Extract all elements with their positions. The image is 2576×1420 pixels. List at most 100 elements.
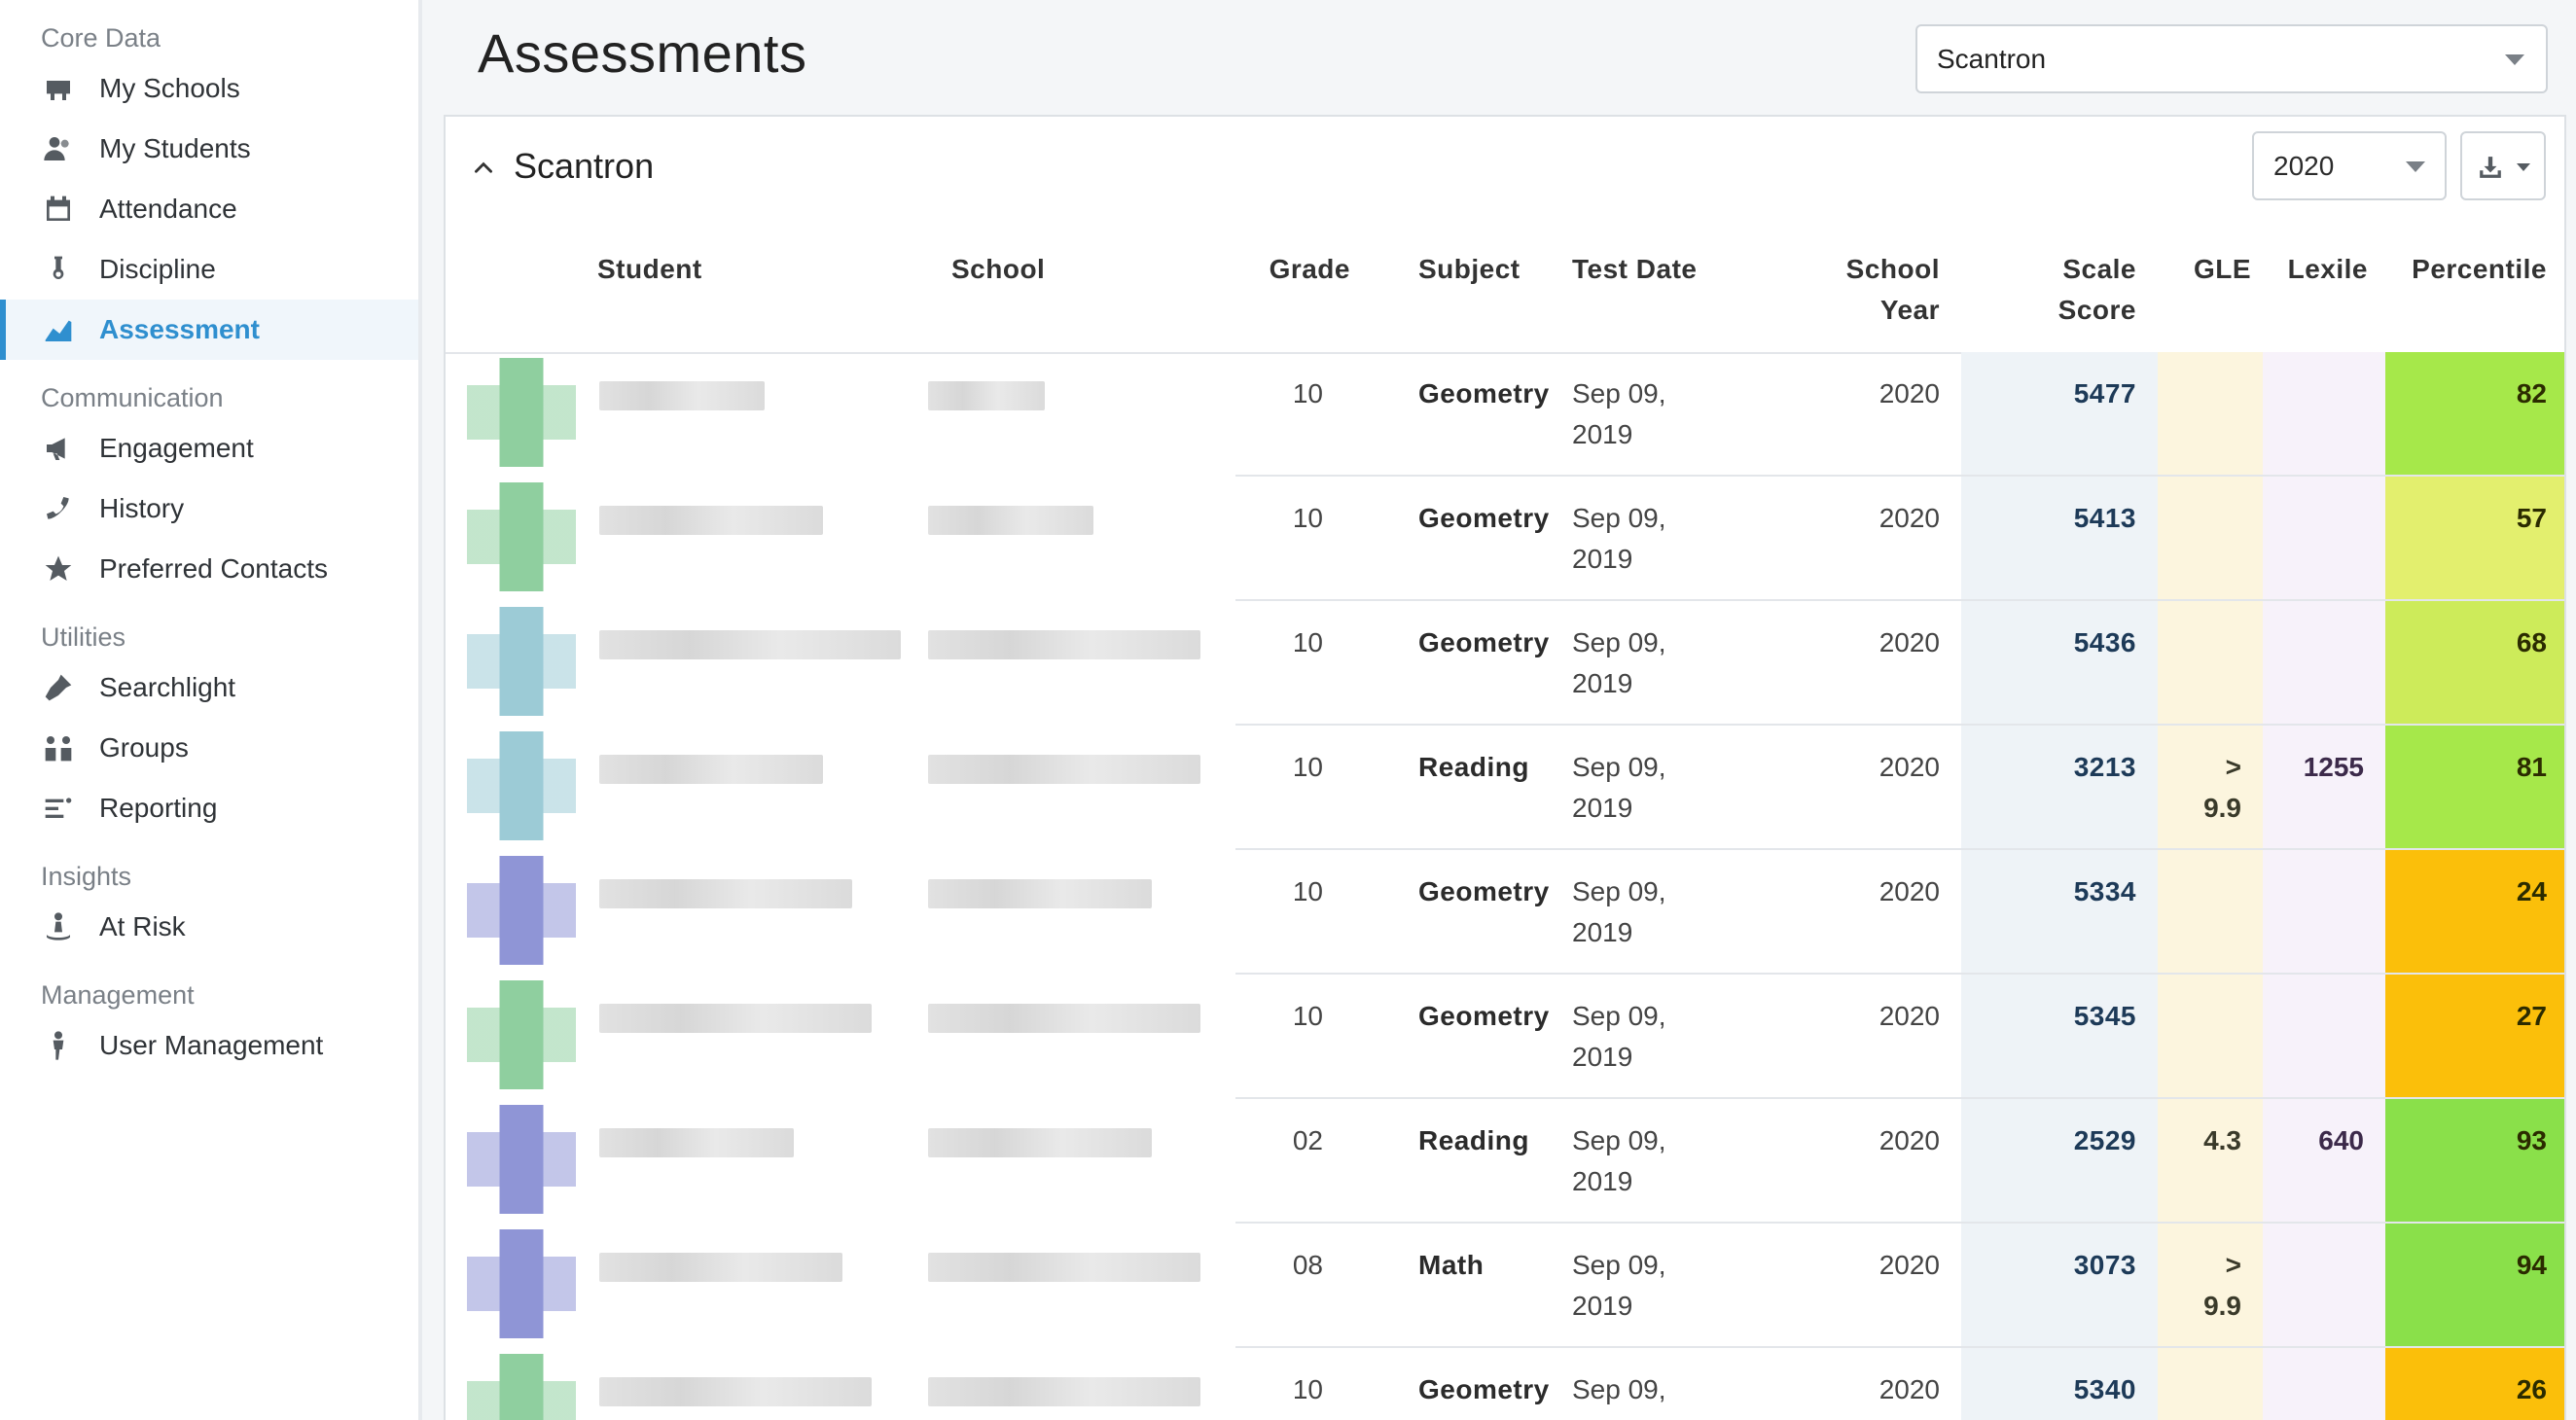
gle-cell	[2158, 1348, 2263, 1420]
sidebar-item-engagement[interactable]: Engagement	[0, 418, 418, 479]
avatar	[467, 1229, 576, 1338]
table-row[interactable]: 08 Math Sep 09, 2019 2020 3073 >9.9 94	[446, 1224, 2564, 1348]
student-name-redacted[interactable]	[599, 506, 823, 535]
sidebar-item-discipline[interactable]: Discipline	[0, 239, 418, 300]
cell-text: 2020	[1878, 752, 1940, 782]
cell-text: >	[2225, 752, 2241, 782]
grade-cell: 10	[1235, 601, 1323, 726]
student-name-redacted[interactable]	[599, 1004, 872, 1033]
avatar	[467, 856, 576, 965]
grade-cell: 10	[1235, 1348, 1323, 1420]
sidebar-item-user-management[interactable]: User Management	[0, 1015, 418, 1076]
chevron-up-icon[interactable]	[471, 156, 496, 181]
grade-cell: 10	[1235, 975, 1323, 1099]
assessment-type-select[interactable]: Scantron	[1915, 24, 2548, 93]
table-row[interactable]: 10 Geometry Sep 09, 2019 2020 5477 82	[446, 352, 2564, 477]
cell-text: 2019	[1572, 419, 1633, 449]
student-name-redacted[interactable]	[599, 1377, 872, 1406]
student-name-redacted[interactable]	[599, 879, 852, 908]
cell-text: 2019	[1572, 668, 1633, 698]
col-test-date[interactable]: Test Date	[1572, 254, 1698, 284]
card-header: Scantron 2020	[446, 117, 2564, 222]
sidebar-item-my-students[interactable]: My Students	[0, 119, 418, 179]
chevron-down-icon	[2505, 54, 2524, 65]
subject-cell: Geometry	[1418, 352, 1593, 477]
sidebar-item-assessment[interactable]: Assessment	[0, 300, 418, 360]
student-name-redacted[interactable]	[599, 1253, 842, 1282]
sidebar-item-reporting[interactable]: Reporting	[0, 778, 418, 838]
grade-cell: 10	[1235, 477, 1323, 601]
percentile-cell: 94	[2385, 1224, 2564, 1348]
avatar	[467, 980, 576, 1089]
table-row[interactable]: 10 Geometry Sep 09, 2019 2020 5340 26	[446, 1348, 2564, 1420]
col-school-year-line2: Year	[1879, 295, 1940, 325]
cell-text: Sep 09,	[1572, 627, 1666, 657]
scale-score-cell: 5413	[1961, 477, 2158, 601]
scale-score-cell: 5340	[1961, 1348, 2158, 1420]
test-date-cell: Sep 09, 2019	[1572, 601, 1718, 726]
sidebar-item-history[interactable]: History	[0, 479, 418, 539]
cell-text: 4.3	[2203, 1125, 2241, 1155]
cell-text: 2529	[2073, 1125, 2136, 1155]
export-button[interactable]	[2460, 131, 2546, 200]
cell-text: 640	[2318, 1125, 2364, 1155]
test-date-cell: Sep 09, 2019	[1572, 477, 1718, 601]
card-title[interactable]: Scantron	[514, 146, 655, 186]
student-name-redacted[interactable]	[599, 381, 765, 410]
school-name-redacted	[928, 755, 1200, 784]
table-row[interactable]: 10 Geometry Sep 09, 2019 2020 5436 68	[446, 601, 2564, 726]
sidebar-item-label: Discipline	[99, 254, 216, 284]
phone-icon	[41, 491, 76, 526]
cell-text: 2020	[1878, 1125, 1940, 1155]
row-divider	[1235, 1222, 2564, 1224]
row-divider	[1235, 1346, 2564, 1348]
sidebar-item-searchlight[interactable]: Searchlight	[0, 657, 418, 718]
col-lexile[interactable]: Lexile	[2287, 254, 2368, 284]
table-row[interactable]: 10 Reading Sep 09, 2019 2020 3213 >9.9 1255 81	[446, 726, 2564, 850]
table-row[interactable]: 10 Geometry Sep 09, 2019 2020 5345 27	[446, 975, 2564, 1099]
school-year-cell: 2020	[1807, 850, 1940, 975]
sidebar-item-attendance[interactable]: Attendance	[0, 179, 418, 239]
table-row[interactable]: 02 Reading Sep 09, 2019 2020 2529 4.3 640 93	[446, 1099, 2564, 1224]
lexile-cell	[2263, 850, 2385, 975]
sidebar-item-my-schools[interactable]: My Schools	[0, 58, 418, 119]
col-grade[interactable]: Grade	[1269, 254, 1350, 284]
percentile-cell: 26	[2385, 1348, 2564, 1420]
school-name-redacted	[928, 1377, 1200, 1406]
sidebar-item-at-risk[interactable]: At Risk	[0, 897, 418, 957]
school-year-select[interactable]: 2020	[2252, 131, 2447, 200]
grade-cell: 10	[1235, 726, 1323, 850]
sidebar-item-label: Reporting	[99, 793, 218, 823]
table-row[interactable]: 10 Geometry Sep 09, 2019 2020 5334 24	[446, 850, 2564, 975]
sidebar-item-label: At Risk	[99, 911, 186, 941]
cell-text: 2020	[1878, 503, 1940, 533]
avatar	[467, 1105, 576, 1214]
cell-text: Sep 09,	[1572, 1125, 1666, 1155]
scale-score-cell: 5436	[1961, 601, 2158, 726]
test-date-cell: Sep 09, 2019	[1572, 726, 1718, 850]
cell-text: 27	[2516, 1001, 2547, 1031]
sidebar-item-preferred-contacts[interactable]: Preferred Contacts	[0, 539, 418, 599]
student-name-redacted[interactable]	[599, 1128, 794, 1157]
col-percentile[interactable]: Percentile	[2412, 254, 2547, 284]
sidebar-item-label: User Management	[99, 1030, 324, 1060]
col-student[interactable]: Student	[597, 254, 702, 284]
chevron-down-icon	[2406, 161, 2425, 172]
sidebar-item-label: Preferred Contacts	[99, 553, 328, 584]
col-school[interactable]: School	[951, 254, 1046, 284]
student-name-redacted[interactable]	[599, 630, 901, 659]
col-school-year[interactable]: School Year	[1807, 249, 1940, 331]
discipline-icon	[41, 252, 76, 287]
col-scale-score[interactable]: Scale Score	[1983, 249, 2136, 331]
school-year-cell: 2020	[1807, 1224, 1940, 1348]
col-gle[interactable]: GLE	[2193, 254, 2251, 284]
user-icon	[41, 1028, 76, 1063]
sidebar-item-groups[interactable]: Groups	[0, 718, 418, 778]
flashlight-icon	[41, 670, 76, 705]
table-row[interactable]: 10 Geometry Sep 09, 2019 2020 5413 57	[446, 477, 2564, 601]
cell-text: Geometry	[1418, 1374, 1550, 1404]
cell-text: 2020	[1878, 627, 1940, 657]
col-subject[interactable]: Subject	[1418, 254, 1521, 284]
student-name-redacted[interactable]	[599, 755, 823, 784]
cell-text: 3213	[2073, 752, 2136, 782]
